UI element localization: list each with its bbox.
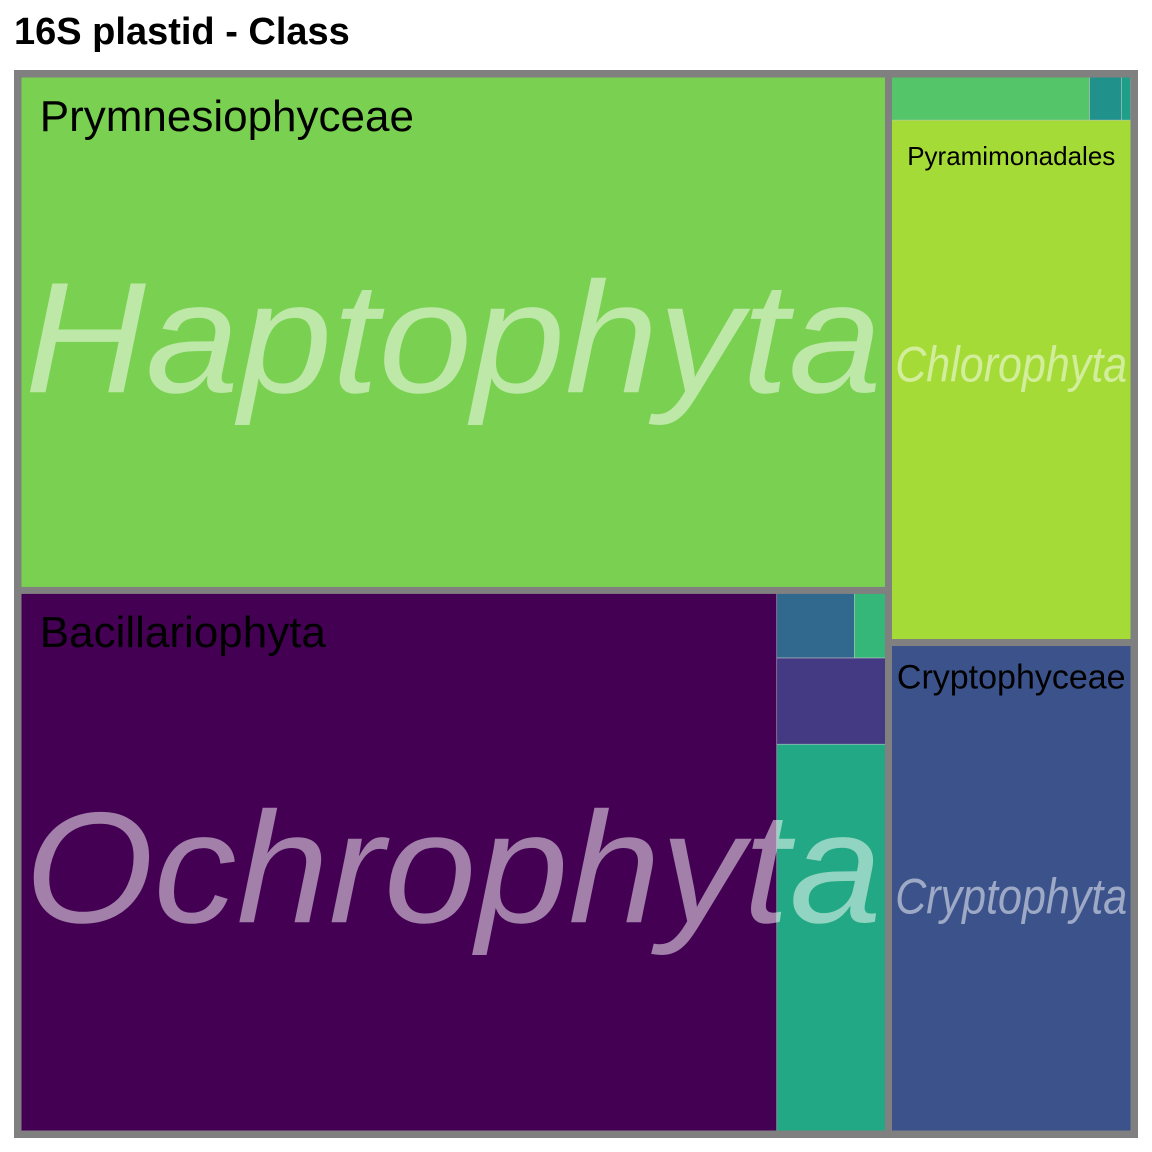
tile-ochrophyta-minor-4 [854,591,887,659]
phylum-label-cryptophyta: Cryptophyta [895,868,1127,924]
phylum-label-haptophyta: Haptophyta [25,250,882,426]
tile-cryptophyceae [890,644,1133,1133]
class-label-pyramimonadales: Pyramimonadales [907,141,1115,171]
tile-ochrophyta-minor-1 [776,743,887,1133]
tile-chlorophyta-minor-2 [1089,75,1122,121]
tile-chlorophyta-minor-3 [1121,75,1131,121]
tile-chlorophyta-minor-1 [889,75,1090,121]
group-border-cryptophyta [888,642,1134,1135]
class-label-prymnesiophyceae: Prymnesiophyceae [40,92,414,141]
group-border-haptophyta [18,74,889,591]
class-label-cryptophyceae: Cryptophyceae [897,658,1126,696]
tile-ochrophyta-minor-2 [776,657,887,745]
tile-ochrophyta-minor-3 [776,591,855,659]
group-border-ochrophyta [18,590,889,1134]
phylum-label-ochrophyta: Ochrophyta [25,780,882,956]
class-label-bacillariophyta: Bacillariophyta [40,608,327,657]
tile-prymnesiophyceae [19,75,887,589]
group-border-chlorophyta [888,74,1134,643]
phylum-label-chlorophyta: Chlorophyta [895,336,1127,392]
tile-pyramimonadales [890,120,1133,641]
tile-bacillariophyta [19,592,777,1133]
chart-title: 16S plastid - Class [14,11,350,53]
